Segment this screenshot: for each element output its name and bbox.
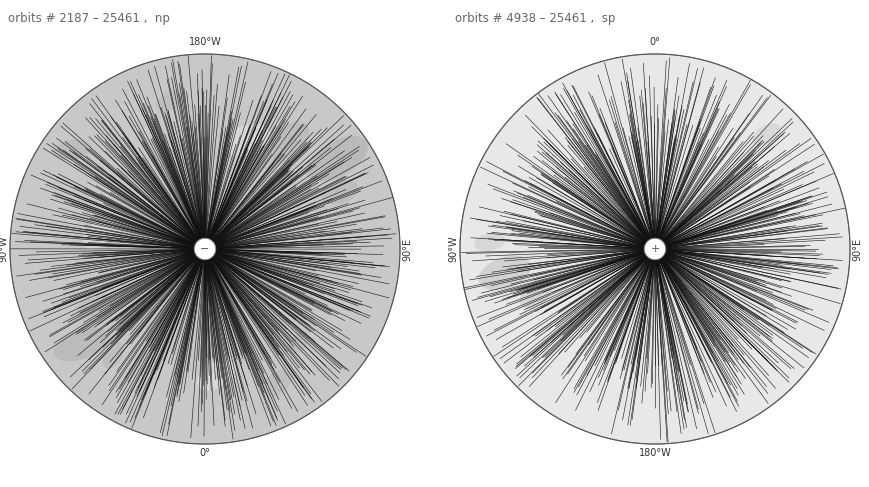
Text: +: + [649,244,659,254]
Ellipse shape [519,278,553,309]
Circle shape [10,54,400,444]
Ellipse shape [306,136,368,182]
Circle shape [460,54,849,444]
Ellipse shape [53,140,91,160]
Ellipse shape [156,91,185,111]
Circle shape [194,238,216,260]
Text: 0°: 0° [649,37,660,47]
Text: 90°E: 90°E [851,238,861,261]
Ellipse shape [223,124,270,156]
Text: 180°W: 180°W [189,37,221,47]
Ellipse shape [289,331,308,355]
Ellipse shape [83,218,115,250]
Circle shape [644,238,665,260]
Ellipse shape [103,342,123,369]
Text: 90°W: 90°W [0,236,8,262]
Ellipse shape [196,360,235,391]
Text: orbits # 2187 – 25461 ,  np: orbits # 2187 – 25461 , np [8,12,169,25]
Text: 180°W: 180°W [638,448,671,457]
Ellipse shape [54,327,109,361]
Text: 90°E: 90°E [401,238,412,261]
Text: −: − [200,244,209,254]
Ellipse shape [474,233,504,251]
Text: 0°: 0° [199,448,210,457]
Ellipse shape [76,292,106,318]
Ellipse shape [284,229,319,249]
Ellipse shape [752,123,779,145]
Text: orbits # 4938 – 25461 ,  sp: orbits # 4938 – 25461 , sp [454,12,614,25]
Text: 90°W: 90°W [448,236,457,262]
Ellipse shape [478,256,530,290]
Ellipse shape [259,369,293,397]
Ellipse shape [321,180,358,205]
Ellipse shape [270,121,308,163]
